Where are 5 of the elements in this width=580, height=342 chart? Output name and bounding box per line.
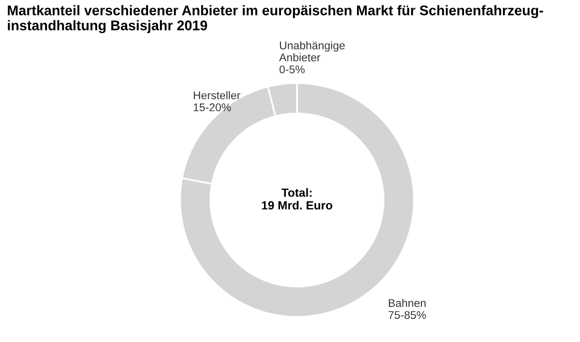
slice-label: Hersteller 15-20% [194,91,240,112]
chart-title: Martkanteil verschiedener Anbieter im europäischen Markt für Schienenfahrzeug- instandhaltung Basisjahr 2019 [8,5,544,34]
slice-label: Bahnen 75-85% [388,298,426,319]
text: Total: 19 Mrd. Euro [262,188,332,210]
slice-label: Unabhängige Anbieter 0-5% [279,41,345,74]
